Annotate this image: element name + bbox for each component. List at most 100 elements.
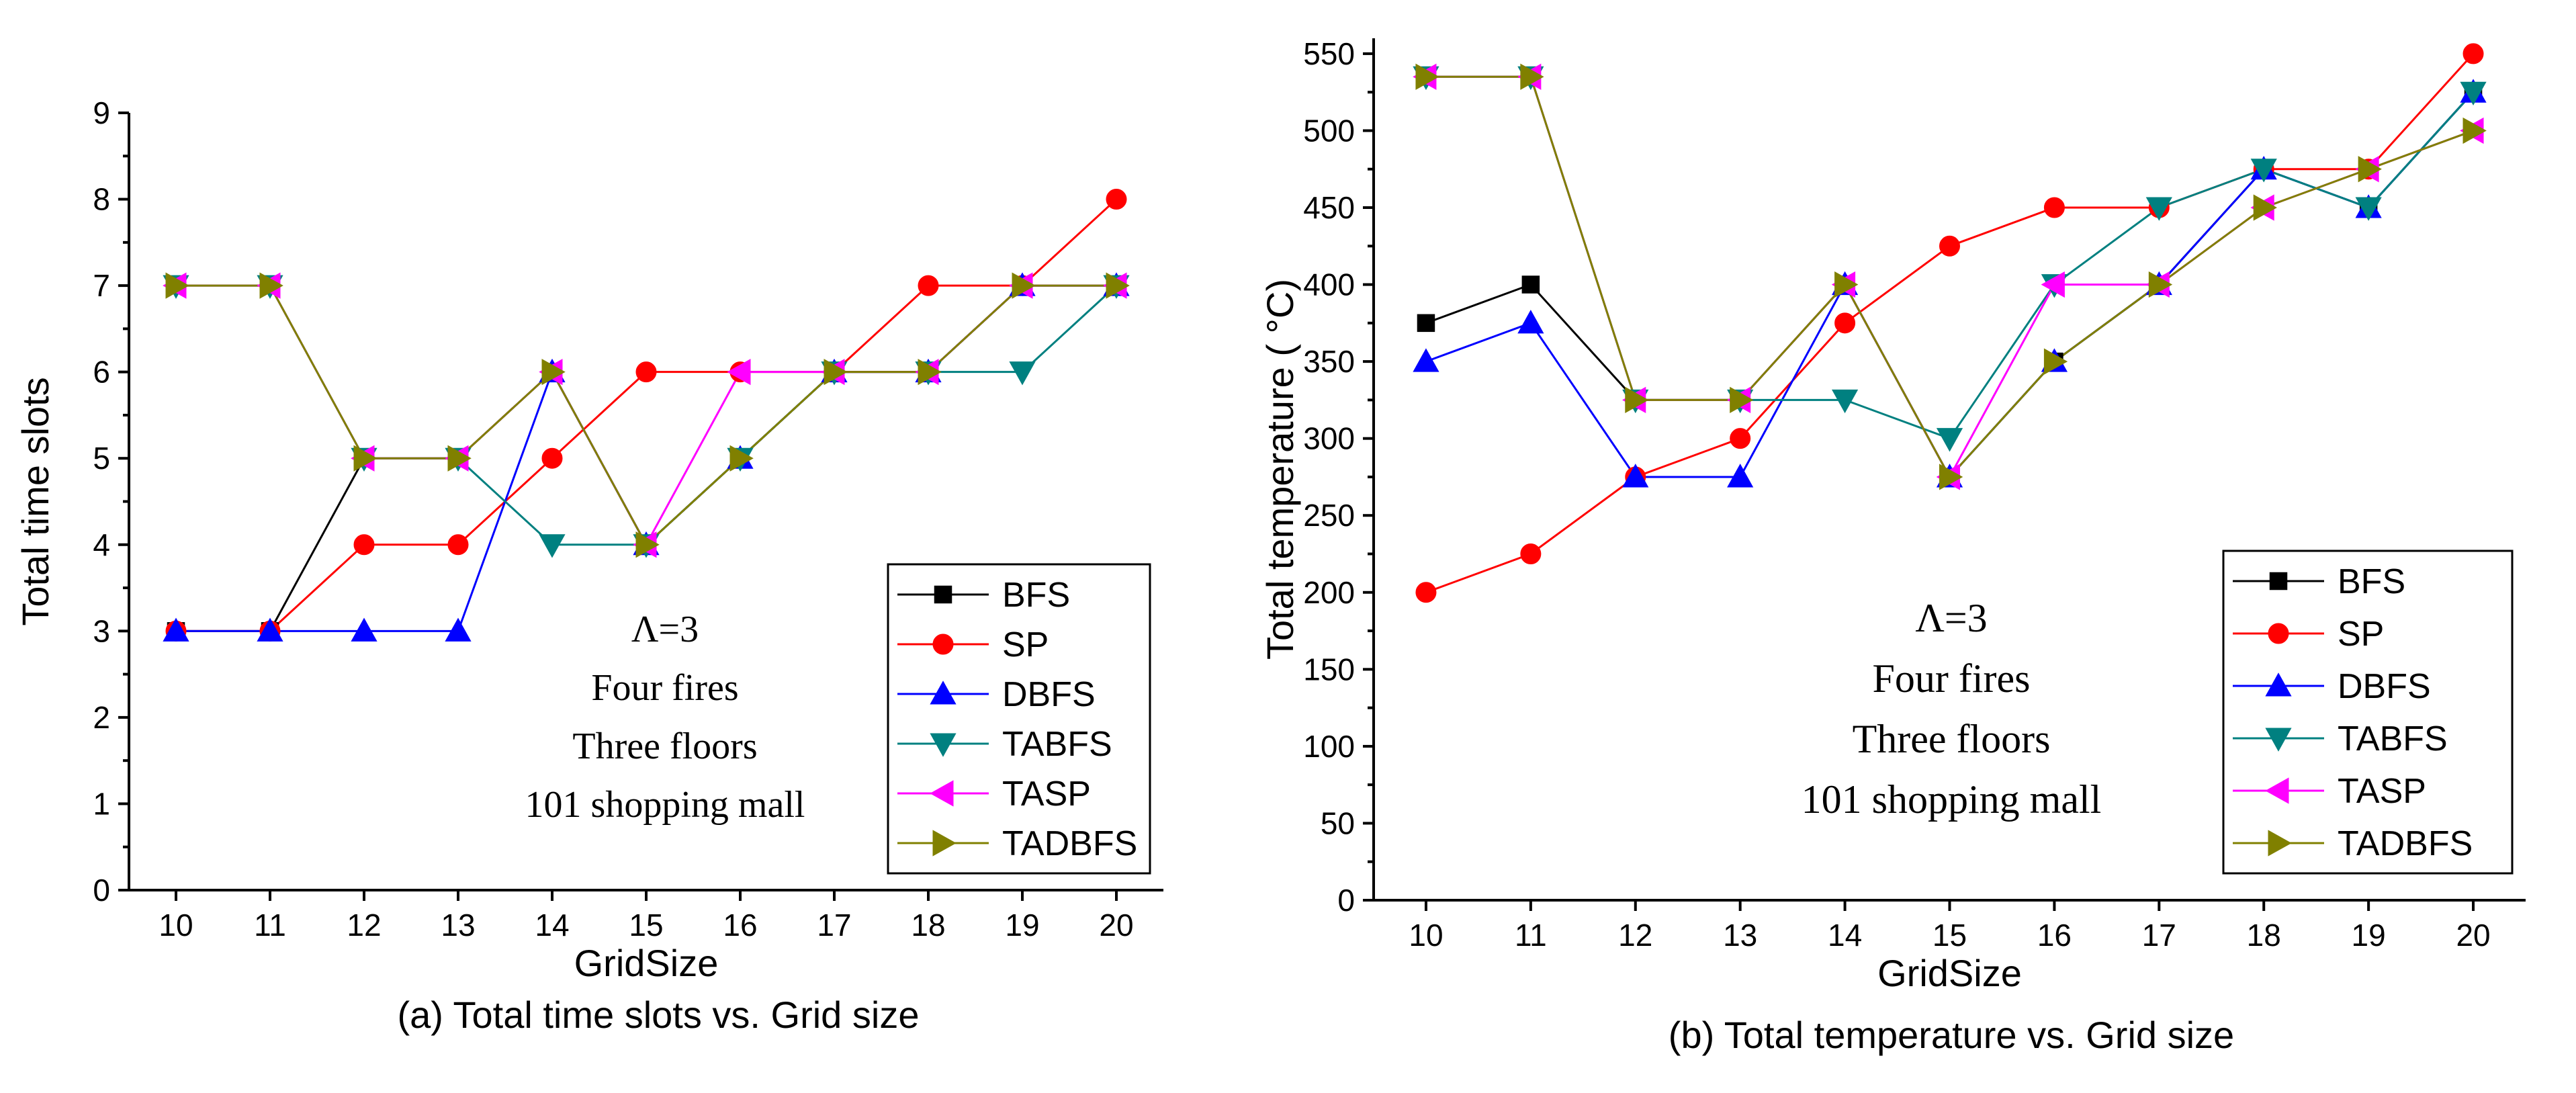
legend-marker — [934, 585, 952, 604]
legend-label: DBFS — [1002, 675, 1096, 714]
y-tick-label: 350 — [1303, 344, 1355, 379]
legend-label: BFS — [2338, 562, 2405, 601]
data-point-sp — [541, 447, 563, 469]
y-axis-label: Total temperature ( °C) — [1259, 279, 1301, 660]
data-point-tadbfs — [259, 272, 283, 299]
data-point-tabfs — [2145, 197, 2172, 221]
legend-label: TABFS — [2338, 719, 2448, 758]
chart-caption: (a) Total time slots vs. Grid size — [398, 994, 920, 1036]
data-point-tadbfs — [353, 445, 377, 472]
legend — [887, 563, 1151, 875]
legend-label: TASP — [2338, 772, 2426, 811]
y-tick-label: 8 — [93, 182, 110, 217]
data-point-sp — [1520, 543, 1542, 565]
x-tick-label: 17 — [2142, 918, 2176, 953]
data-point-tadbfs — [635, 531, 660, 558]
data-point-sp — [1106, 189, 1127, 210]
series-line-tabfs — [176, 284, 1118, 546]
data-point-tasp — [2041, 271, 2065, 298]
annotation-line: 101 shopping mall — [525, 784, 805, 826]
annotation-line: Λ=3 — [1915, 596, 1987, 640]
x-tick-label: 17 — [817, 908, 851, 943]
data-point-tadbfs — [1012, 272, 1036, 299]
legend-label: BFS — [1002, 576, 1070, 615]
data-point-tasp — [727, 359, 751, 386]
annotation-line: Four fires — [1873, 656, 2031, 701]
data-point-dbfs — [445, 617, 472, 642]
data-point-tadbfs — [729, 445, 754, 472]
legend-marker — [2268, 623, 2289, 644]
data-point-sp — [353, 534, 375, 556]
legend-marker — [932, 830, 957, 857]
series-line-tasp — [1425, 75, 2474, 480]
data-point-dbfs — [257, 617, 283, 642]
x-tick-label: 19 — [1005, 908, 1039, 943]
data-point-dbfs — [1622, 464, 1649, 488]
annotation-line: Four fires — [591, 667, 738, 709]
y-tick-label: 1 — [93, 786, 110, 821]
legend-marker — [2265, 728, 2292, 752]
series-line-tasp — [176, 284, 1116, 547]
chart-b: 0 50 100 150 200 250 300 350 400 450 500 550 10 11 12 1… — [1259, 36, 2526, 1056]
data-point-tadbfs — [1939, 464, 1963, 490]
legend-marker — [930, 780, 954, 807]
y-tick-label: 0 — [1337, 883, 1355, 918]
x-axis-label: GridSize — [1877, 952, 2022, 994]
data-point-sp — [2462, 43, 2484, 64]
y-axis-label: Total time slots — [14, 377, 56, 625]
data-point-dbfs — [351, 617, 377, 642]
series-line-tabfs — [1425, 75, 2475, 440]
data-point-tadbfs — [1415, 63, 1439, 90]
x-tick-label: 18 — [911, 908, 945, 943]
y-tick-label: 9 — [93, 95, 110, 130]
legend-marker — [2268, 830, 2292, 857]
data-point-dbfs — [1413, 348, 1439, 372]
x-tick-label: 15 — [1933, 918, 1967, 953]
x-tick-label: 14 — [535, 908, 569, 943]
legend-label: SP — [2338, 615, 2384, 654]
data-point-sp — [1834, 312, 1856, 334]
x-tick-label: 18 — [2247, 918, 2281, 953]
y-tick-label: 200 — [1303, 575, 1355, 610]
annotation-line: Three floors — [1853, 717, 2051, 761]
data-point-tadbfs — [2462, 117, 2487, 144]
x-tick-label: 16 — [723, 908, 757, 943]
y-tick-label: 450 — [1303, 190, 1355, 225]
legend-marker — [2265, 777, 2289, 804]
legend-label: SP — [1002, 625, 1049, 664]
y-tick-label: 300 — [1303, 421, 1355, 456]
y-tick-label: 150 — [1303, 652, 1355, 687]
data-point-tabfs — [2355, 197, 2382, 221]
legend-marker — [2265, 672, 2292, 697]
data-point-sp — [635, 361, 657, 383]
annotation-line: Λ=3 — [631, 609, 699, 650]
annotation-line: 101 shopping mall — [1802, 777, 2102, 822]
data-point-sp — [1730, 428, 1751, 449]
x-tick-label: 20 — [1099, 908, 1133, 943]
data-point-tadbfs — [1520, 63, 1544, 90]
data-point-bfs — [1521, 275, 1540, 294]
data-point-tadbfs — [2148, 271, 2173, 298]
y-tick-label: 500 — [1303, 113, 1355, 148]
legend-marker — [930, 681, 957, 705]
legend-marker — [932, 633, 954, 655]
y-tick-label: 7 — [93, 268, 110, 303]
series-line-tadbfs — [176, 284, 1116, 547]
x-tick-label: 15 — [629, 908, 663, 943]
series-line-tadbfs — [1425, 75, 2474, 479]
x-tick-label: 10 — [159, 908, 193, 943]
y-tick-label: 400 — [1303, 267, 1355, 302]
data-point-bfs — [1417, 314, 1435, 333]
data-point-tabfs — [2460, 81, 2487, 105]
legend-label: DBFS — [2338, 667, 2431, 706]
data-point-dbfs — [1517, 310, 1544, 334]
data-point-dbfs — [163, 617, 189, 642]
data-point-tadbfs — [447, 445, 472, 472]
y-tick-label: 2 — [93, 700, 110, 735]
data-point-tadbfs — [2253, 194, 2278, 221]
data-point-tadbfs — [2358, 156, 2382, 183]
x-tick-label: 12 — [1618, 918, 1652, 953]
data-point-tadbfs — [1106, 272, 1130, 299]
